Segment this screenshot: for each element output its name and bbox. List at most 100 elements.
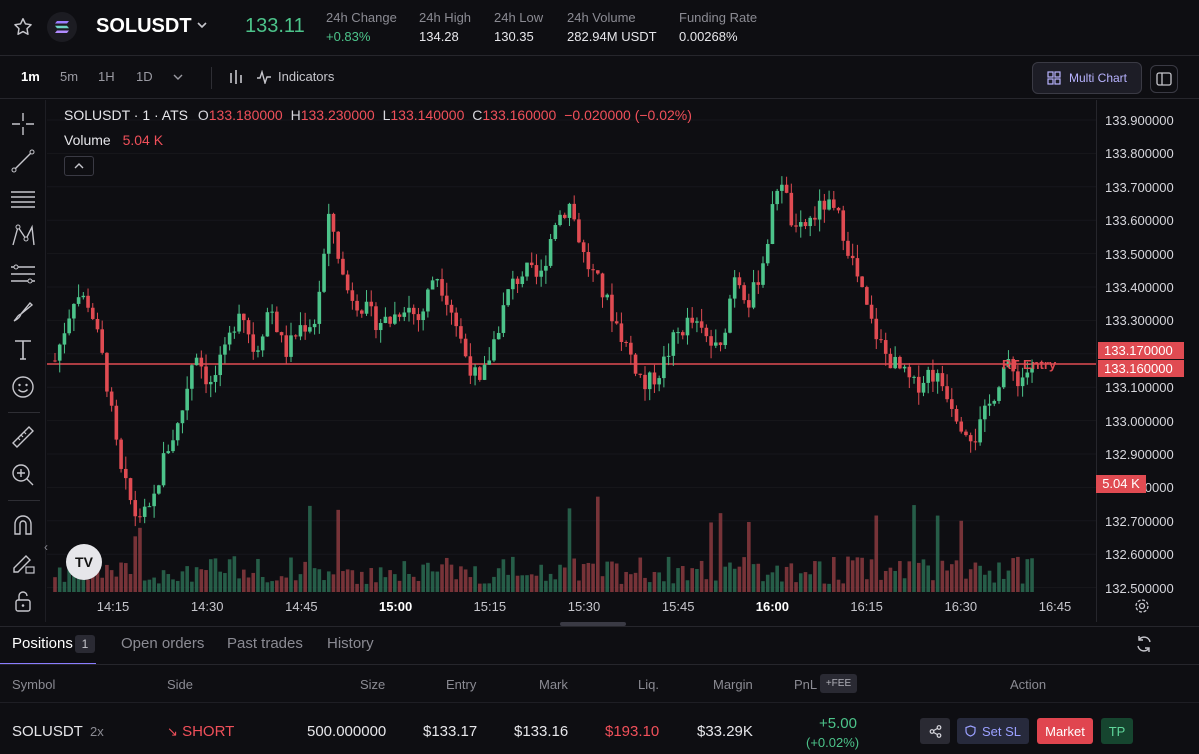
chevron-down-icon[interactable] xyxy=(172,70,184,88)
time-axis[interactable]: 14:15 14:30 14:45 15:00 15:15 15:30 15:45 16:00… xyxy=(47,595,1096,621)
take-profit-button[interactable]: TP xyxy=(1101,718,1133,744)
candle-body xyxy=(100,329,104,353)
candle-body xyxy=(558,214,562,226)
column-header-symbol: Symbol xyxy=(12,677,56,692)
volume-bar xyxy=(246,577,251,592)
pencil-lock-icon[interactable] xyxy=(10,550,36,576)
candle-body xyxy=(591,269,595,271)
timeframe-1d[interactable]: 1D xyxy=(136,69,153,84)
panel-layout-button[interactable] xyxy=(1150,65,1178,93)
candle-body xyxy=(124,468,128,479)
magnet-icon[interactable] xyxy=(10,512,36,538)
column-header-pnl: PnL xyxy=(794,677,818,692)
zoom-in-icon[interactable] xyxy=(10,462,36,488)
candle-body xyxy=(926,369,930,383)
share-button[interactable] xyxy=(920,718,950,744)
trend-line-icon[interactable] xyxy=(10,148,36,174)
volume-bar xyxy=(270,581,274,592)
volume-bar xyxy=(355,583,359,592)
indicators-button[interactable]: Indicators xyxy=(256,69,334,84)
chevron-down-icon[interactable] xyxy=(195,18,209,32)
tradingview-logo[interactable]: TV xyxy=(66,544,102,580)
candle-body xyxy=(105,352,109,392)
stat-value: 130.35 xyxy=(494,29,534,44)
stat-label: Funding Rate xyxy=(679,10,758,25)
pattern-icon[interactable] xyxy=(10,223,36,249)
volume-bar xyxy=(784,566,789,592)
timeframe-1h[interactable]: 1H xyxy=(98,69,115,84)
candle-body xyxy=(463,338,468,357)
horizontal-lines-icon[interactable] xyxy=(10,186,36,212)
volume-bar xyxy=(204,570,208,592)
time-axis-label: 15:30 xyxy=(567,599,601,614)
volume-bar xyxy=(534,575,539,592)
volume-bar xyxy=(1025,559,1030,592)
volume-bar xyxy=(369,568,374,592)
candle-body xyxy=(723,332,728,346)
candle-body xyxy=(789,192,794,226)
candle-body xyxy=(350,290,355,301)
set-sl-button[interactable]: Set SL xyxy=(957,718,1029,744)
candle-body xyxy=(204,366,208,385)
refresh-icon[interactable] xyxy=(1135,635,1153,653)
share-icon xyxy=(929,724,941,738)
chart-settings-gear-icon[interactable] xyxy=(1134,598,1150,614)
candle-body xyxy=(1020,377,1025,387)
timeframe-5m[interactable]: 5m xyxy=(60,69,79,84)
candle-body xyxy=(770,204,775,245)
market-close-button[interactable]: Market xyxy=(1037,718,1093,744)
candle-body xyxy=(473,367,477,376)
sidebar-layout-icon xyxy=(1156,72,1172,86)
volume-bar xyxy=(67,568,71,592)
candle-body xyxy=(393,314,397,324)
stat-label: 24h High xyxy=(419,10,472,25)
volume-bar xyxy=(171,579,175,592)
candle-body xyxy=(454,312,458,327)
price-tag-entry: 133.170000 xyxy=(1098,342,1184,359)
candle-body xyxy=(478,367,482,380)
brush-icon[interactable] xyxy=(10,299,36,325)
price-axis-label: 133.900000 xyxy=(1105,113,1174,128)
emoji-icon[interactable] xyxy=(10,374,36,400)
volume-bar xyxy=(676,568,680,592)
volume-bar xyxy=(558,564,562,592)
candle-body xyxy=(916,376,921,393)
volume-bar xyxy=(478,583,482,592)
symbol-selector[interactable]: SOLUSDT xyxy=(96,15,192,37)
volume-bar xyxy=(940,560,945,592)
volume-bar xyxy=(223,573,227,592)
candle-body xyxy=(775,190,779,205)
collapse-legend-button[interactable] xyxy=(64,156,94,176)
volume-bar xyxy=(841,583,846,592)
short-entry-label: RT Entry xyxy=(1002,357,1057,372)
tab-positions[interactable]: Positions xyxy=(12,635,73,652)
volume-bar xyxy=(322,580,326,592)
volume-bar xyxy=(525,575,529,592)
candlestick-plot[interactable] xyxy=(47,100,1096,622)
star-icon[interactable] xyxy=(12,16,34,38)
multi-chart-button[interactable]: Multi Chart xyxy=(1032,62,1142,94)
fib-retracement-icon[interactable] xyxy=(10,261,36,287)
panel-resize-handle[interactable] xyxy=(560,622,626,626)
tab-history[interactable]: History xyxy=(327,635,374,652)
volume-bar xyxy=(511,556,515,592)
fee-toggle-badge[interactable]: +FEE xyxy=(820,674,857,693)
volume-bar xyxy=(742,557,746,592)
price-chart[interactable] xyxy=(47,100,1096,622)
tab-past-trades[interactable]: Past trades xyxy=(227,635,303,652)
text-tool-icon[interactable] xyxy=(10,337,36,363)
crosshair-icon[interactable] xyxy=(10,111,36,137)
tab-open-orders[interactable]: Open orders xyxy=(121,635,205,652)
candle-body xyxy=(260,336,265,351)
collapse-toolbox-arrow-icon[interactable]: ‹ xyxy=(44,540,48,554)
volume-bar xyxy=(671,583,676,592)
candle-body xyxy=(747,300,751,308)
volume-bar xyxy=(883,570,888,592)
lock-icon[interactable] xyxy=(10,588,36,614)
bar-chart-type-icon[interactable] xyxy=(228,68,244,91)
volume-bar xyxy=(496,568,501,592)
ruler-icon[interactable] xyxy=(10,424,36,450)
position-symbol[interactable]: SOLUSDT xyxy=(12,723,83,740)
price-axis[interactable]: 133.900000 133.800000 133.700000 133.600000… xyxy=(1096,100,1199,622)
timeframe-1m[interactable]: 1m xyxy=(21,69,40,84)
